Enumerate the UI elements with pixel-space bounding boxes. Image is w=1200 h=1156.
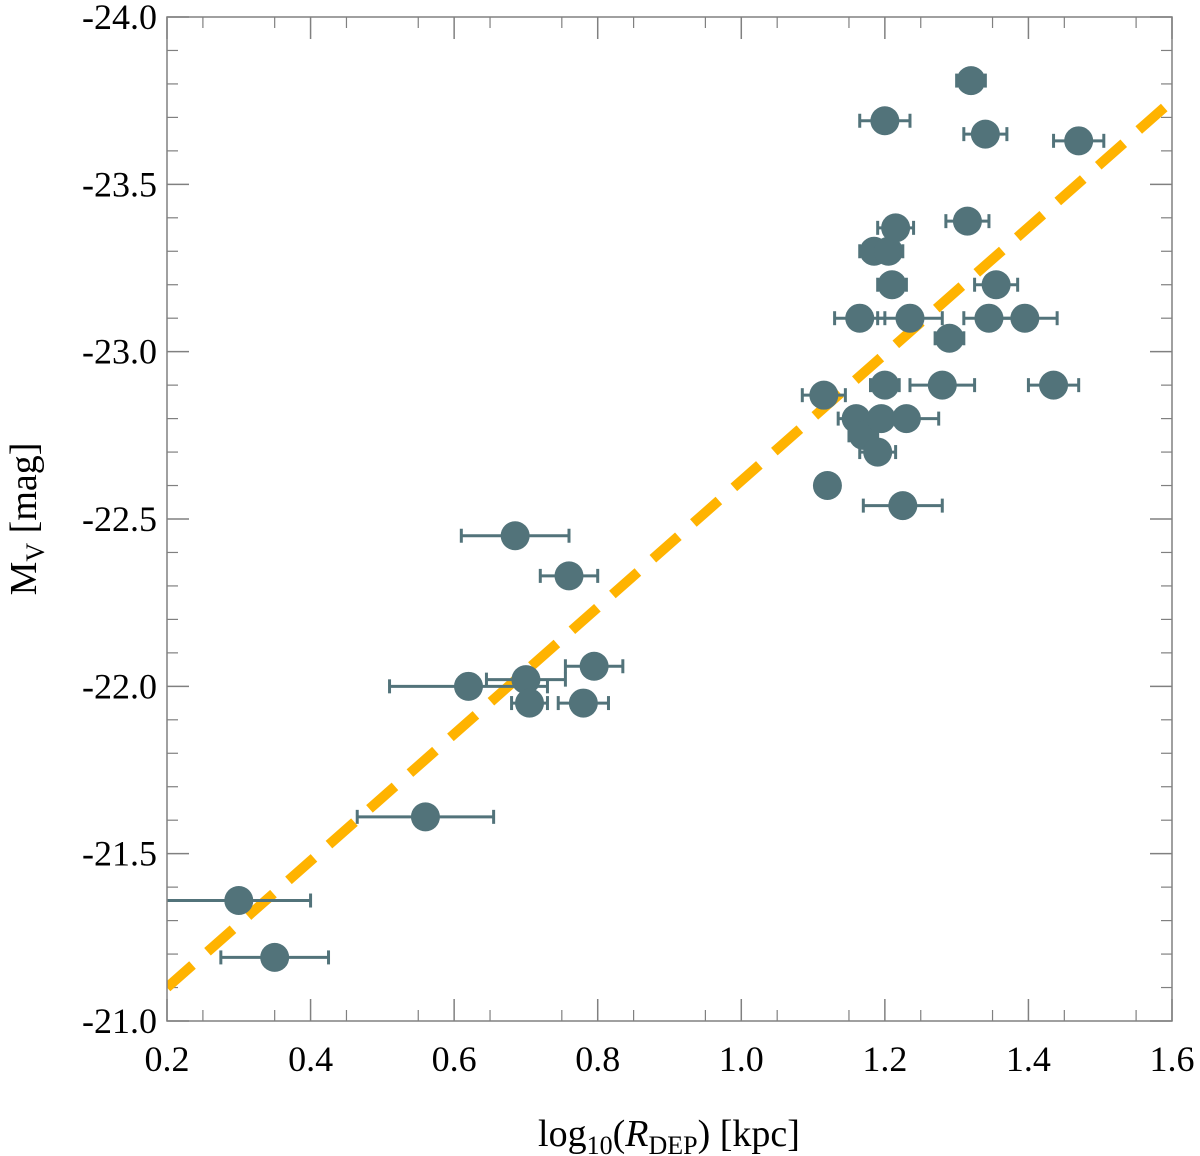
y-tick-label: -24.0 bbox=[82, 0, 157, 37]
data-point bbox=[870, 370, 900, 400]
data-point bbox=[454, 671, 483, 701]
data-point bbox=[934, 323, 964, 353]
y-tick-label: -23.5 bbox=[82, 164, 157, 204]
data-point bbox=[877, 270, 907, 300]
data-point bbox=[863, 437, 893, 467]
axis-ticks bbox=[166, 16, 1173, 1022]
data-point bbox=[410, 802, 440, 832]
y-axis-label: MV [mag] bbox=[3, 443, 50, 596]
data-point bbox=[515, 688, 545, 718]
x-tick-label: 0.6 bbox=[432, 1039, 477, 1079]
y-tick-label: -21.5 bbox=[82, 834, 157, 874]
data-point bbox=[970, 119, 1000, 149]
data-point bbox=[888, 491, 918, 521]
data-point bbox=[974, 303, 1004, 333]
y-tick-label: -22.5 bbox=[82, 499, 157, 539]
x-tick-label: 0.2 bbox=[145, 1039, 190, 1079]
fit-line-group bbox=[167, 96, 1172, 992]
y-tick-label: -22.0 bbox=[82, 666, 157, 706]
data-point bbox=[895, 303, 925, 333]
data-point bbox=[881, 213, 911, 243]
data-point bbox=[260, 942, 290, 972]
data-point bbox=[568, 688, 598, 718]
data-point bbox=[952, 206, 982, 236]
fit-line bbox=[167, 96, 1172, 992]
data-point bbox=[873, 236, 903, 266]
data-point bbox=[511, 665, 541, 695]
data-points-group bbox=[224, 66, 1094, 972]
x-tick-label: 0.4 bbox=[288, 1039, 333, 1079]
x-tick-label: 1.6 bbox=[1150, 1039, 1195, 1079]
data-point bbox=[224, 886, 254, 916]
data-point bbox=[809, 380, 839, 410]
y-tick-label: -23.0 bbox=[82, 332, 157, 372]
data-point bbox=[870, 106, 900, 136]
plot-area-background bbox=[167, 17, 1172, 1021]
data-point bbox=[891, 404, 921, 434]
x-axis-label: log10(RDEP) [kpc] bbox=[538, 1113, 800, 1156]
x-tick-label: 1.0 bbox=[719, 1039, 764, 1079]
data-point bbox=[956, 66, 986, 96]
data-point bbox=[981, 270, 1011, 300]
y-tick-labels: -21.0 -21.5 -22.0 -22.5 -23.0 -23.5 -24.0 bbox=[82, 0, 157, 1041]
data-point bbox=[927, 370, 957, 400]
data-point bbox=[500, 521, 530, 551]
x-tick-label: 1.2 bbox=[862, 1039, 907, 1079]
data-point bbox=[554, 561, 584, 591]
y-tick-label: -21.0 bbox=[82, 1001, 157, 1041]
data-point bbox=[812, 471, 842, 501]
x-tick-label: 1.4 bbox=[1006, 1039, 1051, 1079]
data-point bbox=[1064, 126, 1094, 156]
data-point bbox=[866, 404, 896, 434]
data-point bbox=[1039, 370, 1069, 400]
x-tick-labels: 0.2 0.4 0.6 0.8 1.0 1.2 1.4 1.6 bbox=[145, 1039, 1195, 1079]
x-tick-label: 0.8 bbox=[575, 1039, 620, 1079]
plot-frame bbox=[166, 16, 1173, 1022]
data-point bbox=[579, 651, 609, 681]
data-point bbox=[1010, 303, 1040, 333]
data-point bbox=[845, 303, 875, 333]
